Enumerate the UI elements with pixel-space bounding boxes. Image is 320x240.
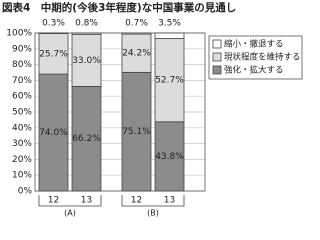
legend-swatch [212, 52, 222, 62]
value-label: 43.8% [155, 152, 184, 162]
group-bracket [121, 195, 185, 207]
y-tick-label: 50% [12, 108, 32, 118]
y-tick-label: 30% [12, 139, 32, 149]
x-tick-label: 13 [81, 196, 92, 206]
value-label: 74.0% [39, 128, 68, 138]
value-label: 0.7% [125, 19, 148, 29]
bar-segment [71, 86, 102, 192]
group-bracket [38, 195, 102, 207]
value-label: 25.7% [39, 49, 68, 59]
y-tick-label: 80% [12, 60, 32, 70]
group-label: (A) [64, 209, 76, 218]
value-label: 3.5% [158, 19, 181, 29]
y-tick-label: 0% [18, 187, 33, 197]
bar-segment [71, 33, 102, 87]
value-label: 24.2% [122, 49, 151, 59]
x-tick-label: 12 [48, 196, 59, 206]
value-label: 75.1% [122, 127, 151, 137]
value-label: 0.3% [42, 19, 65, 29]
legend-swatch [212, 65, 222, 75]
legend-box [208, 35, 303, 80]
y-tick-label: 10% [12, 171, 32, 181]
bar-segment [154, 38, 185, 123]
bar-segment [154, 121, 185, 192]
bar-segment [38, 73, 69, 192]
bar-segment [121, 32, 152, 35]
group-label: (B) [147, 209, 159, 218]
y-tick-label: 90% [12, 44, 32, 54]
value-label: 33.0% [72, 56, 101, 66]
y-tick-label: 40% [12, 123, 32, 133]
y-tick-label: 60% [12, 92, 32, 102]
value-label: 52.7% [155, 76, 184, 86]
legend-label: 強化・拡大する [224, 65, 284, 76]
y-tick-label: 70% [12, 76, 32, 86]
legend-label: 縮小・撤退する [224, 39, 284, 50]
y-tick-label: 100% [6, 29, 32, 39]
bar-segment [71, 32, 102, 35]
x-tick-label: 13 [164, 196, 175, 206]
chart-title: 図表4 中期的(今後3年程度)な中国事業の見通し [2, 1, 236, 14]
bar-segment [38, 33, 69, 75]
value-label: 66.2% [72, 134, 101, 144]
x-tick-label: 12 [131, 196, 142, 206]
chart: 図表4 中期的(今後3年程度)な中国事業の見通し 0% 10% 20% 30% 40% 5… [2, 1, 303, 218]
legend-label: 現状程度を維持する [224, 52, 301, 63]
legend-swatch [212, 39, 222, 49]
bar-segment [154, 32, 185, 39]
value-label: 0.8% [75, 19, 98, 29]
y-tick-label: 20% [12, 155, 32, 165]
plot-border [34, 32, 206, 192]
